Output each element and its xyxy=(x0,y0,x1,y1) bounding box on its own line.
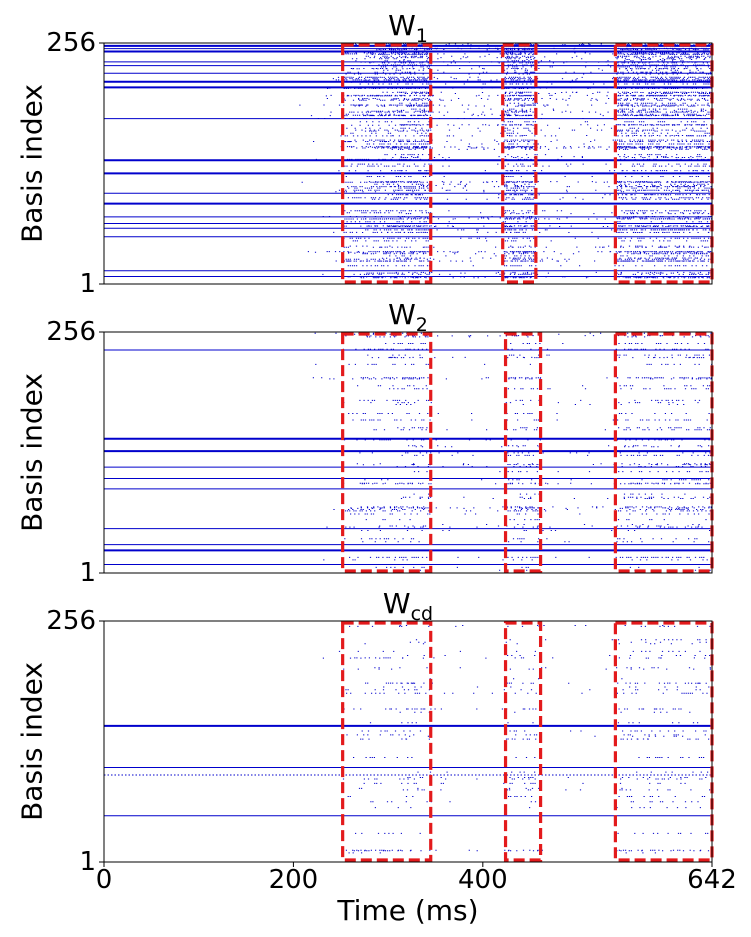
y-tick-label: 1 xyxy=(79,558,96,588)
y-axis-label: Basis index xyxy=(16,373,49,532)
highlight-box-2 xyxy=(503,332,543,573)
raster-dots xyxy=(104,625,712,854)
x-tick-label: 0 xyxy=(96,865,113,895)
x-tick-label: 200 xyxy=(269,865,319,895)
y-tick-label: 1 xyxy=(79,847,96,877)
y-axis-label: Basis index xyxy=(16,662,49,821)
y-tick-label: 256 xyxy=(46,317,96,347)
highlight-box-2 xyxy=(503,621,543,862)
panels: 256 1 Basis index W1 256 1 Basis index W2 256 1 Ba… xyxy=(16,9,737,927)
panel-title: W2 xyxy=(388,298,428,336)
axes-frame xyxy=(103,42,713,285)
highlight-box-2 xyxy=(501,43,538,284)
spike-dots xyxy=(312,332,712,571)
y-axis-label: Basis index xyxy=(16,84,49,243)
y-tick-label: 256 xyxy=(46,28,96,58)
axes-frame xyxy=(103,620,713,863)
raster-dots xyxy=(104,43,712,279)
panel-1: 256 1 Basis index W1 xyxy=(16,9,714,299)
raster-dots xyxy=(104,332,712,571)
highlight-box-3 xyxy=(613,332,714,573)
x-axis-label: Time (ms) xyxy=(336,894,478,927)
x-tick-label: 642 xyxy=(687,865,737,895)
panel-2: 256 1 Basis index W2 xyxy=(16,298,714,588)
panel-3: 256 1 Basis index Wcd 0 200 400 642 Time (ms) xyxy=(16,587,737,927)
y-tick-label: 256 xyxy=(46,606,96,636)
highlight-box-1 xyxy=(341,43,433,284)
highlight-box-1 xyxy=(341,621,433,862)
spike-dots xyxy=(322,625,712,854)
x-tick-label: 400 xyxy=(458,865,508,895)
y-tick-label: 1 xyxy=(79,269,96,299)
panel-title: Wcd xyxy=(383,587,433,625)
panel-title: W1 xyxy=(388,9,428,47)
axes-frame xyxy=(103,331,713,574)
highlight-box-1 xyxy=(341,332,433,573)
